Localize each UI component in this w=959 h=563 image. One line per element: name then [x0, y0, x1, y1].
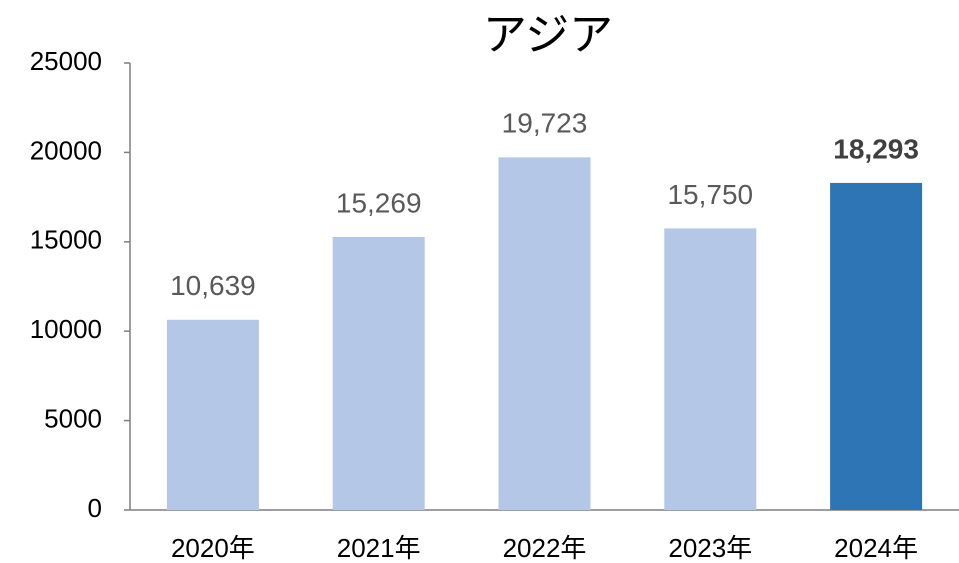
bar [332, 236, 425, 510]
x-tick-label: 2024年 [834, 533, 918, 563]
x-tick-label: 2023年 [668, 533, 752, 563]
data-label: 15,269 [336, 187, 422, 218]
bar [166, 319, 259, 510]
bar [498, 157, 591, 510]
bar [664, 228, 757, 510]
data-label: 10,639 [170, 270, 256, 301]
data-label: 18,293 [833, 133, 919, 164]
y-tick-label: 25000 [30, 46, 102, 76]
x-tick-label: 2020年 [171, 533, 255, 563]
chart-title: アジア [483, 11, 613, 60]
y-tick-label: 0 [88, 493, 102, 523]
y-tick-label: 20000 [30, 135, 102, 165]
bar [830, 182, 923, 511]
x-tick-label: 2022年 [503, 533, 587, 563]
x-tick-label: 2021年 [337, 533, 421, 563]
data-label: 15,750 [667, 179, 753, 210]
y-tick-label: 5000 [44, 403, 102, 433]
y-tick-label: 10000 [30, 314, 102, 344]
data-label: 19,723 [502, 108, 588, 139]
y-tick-label: 15000 [30, 225, 102, 255]
